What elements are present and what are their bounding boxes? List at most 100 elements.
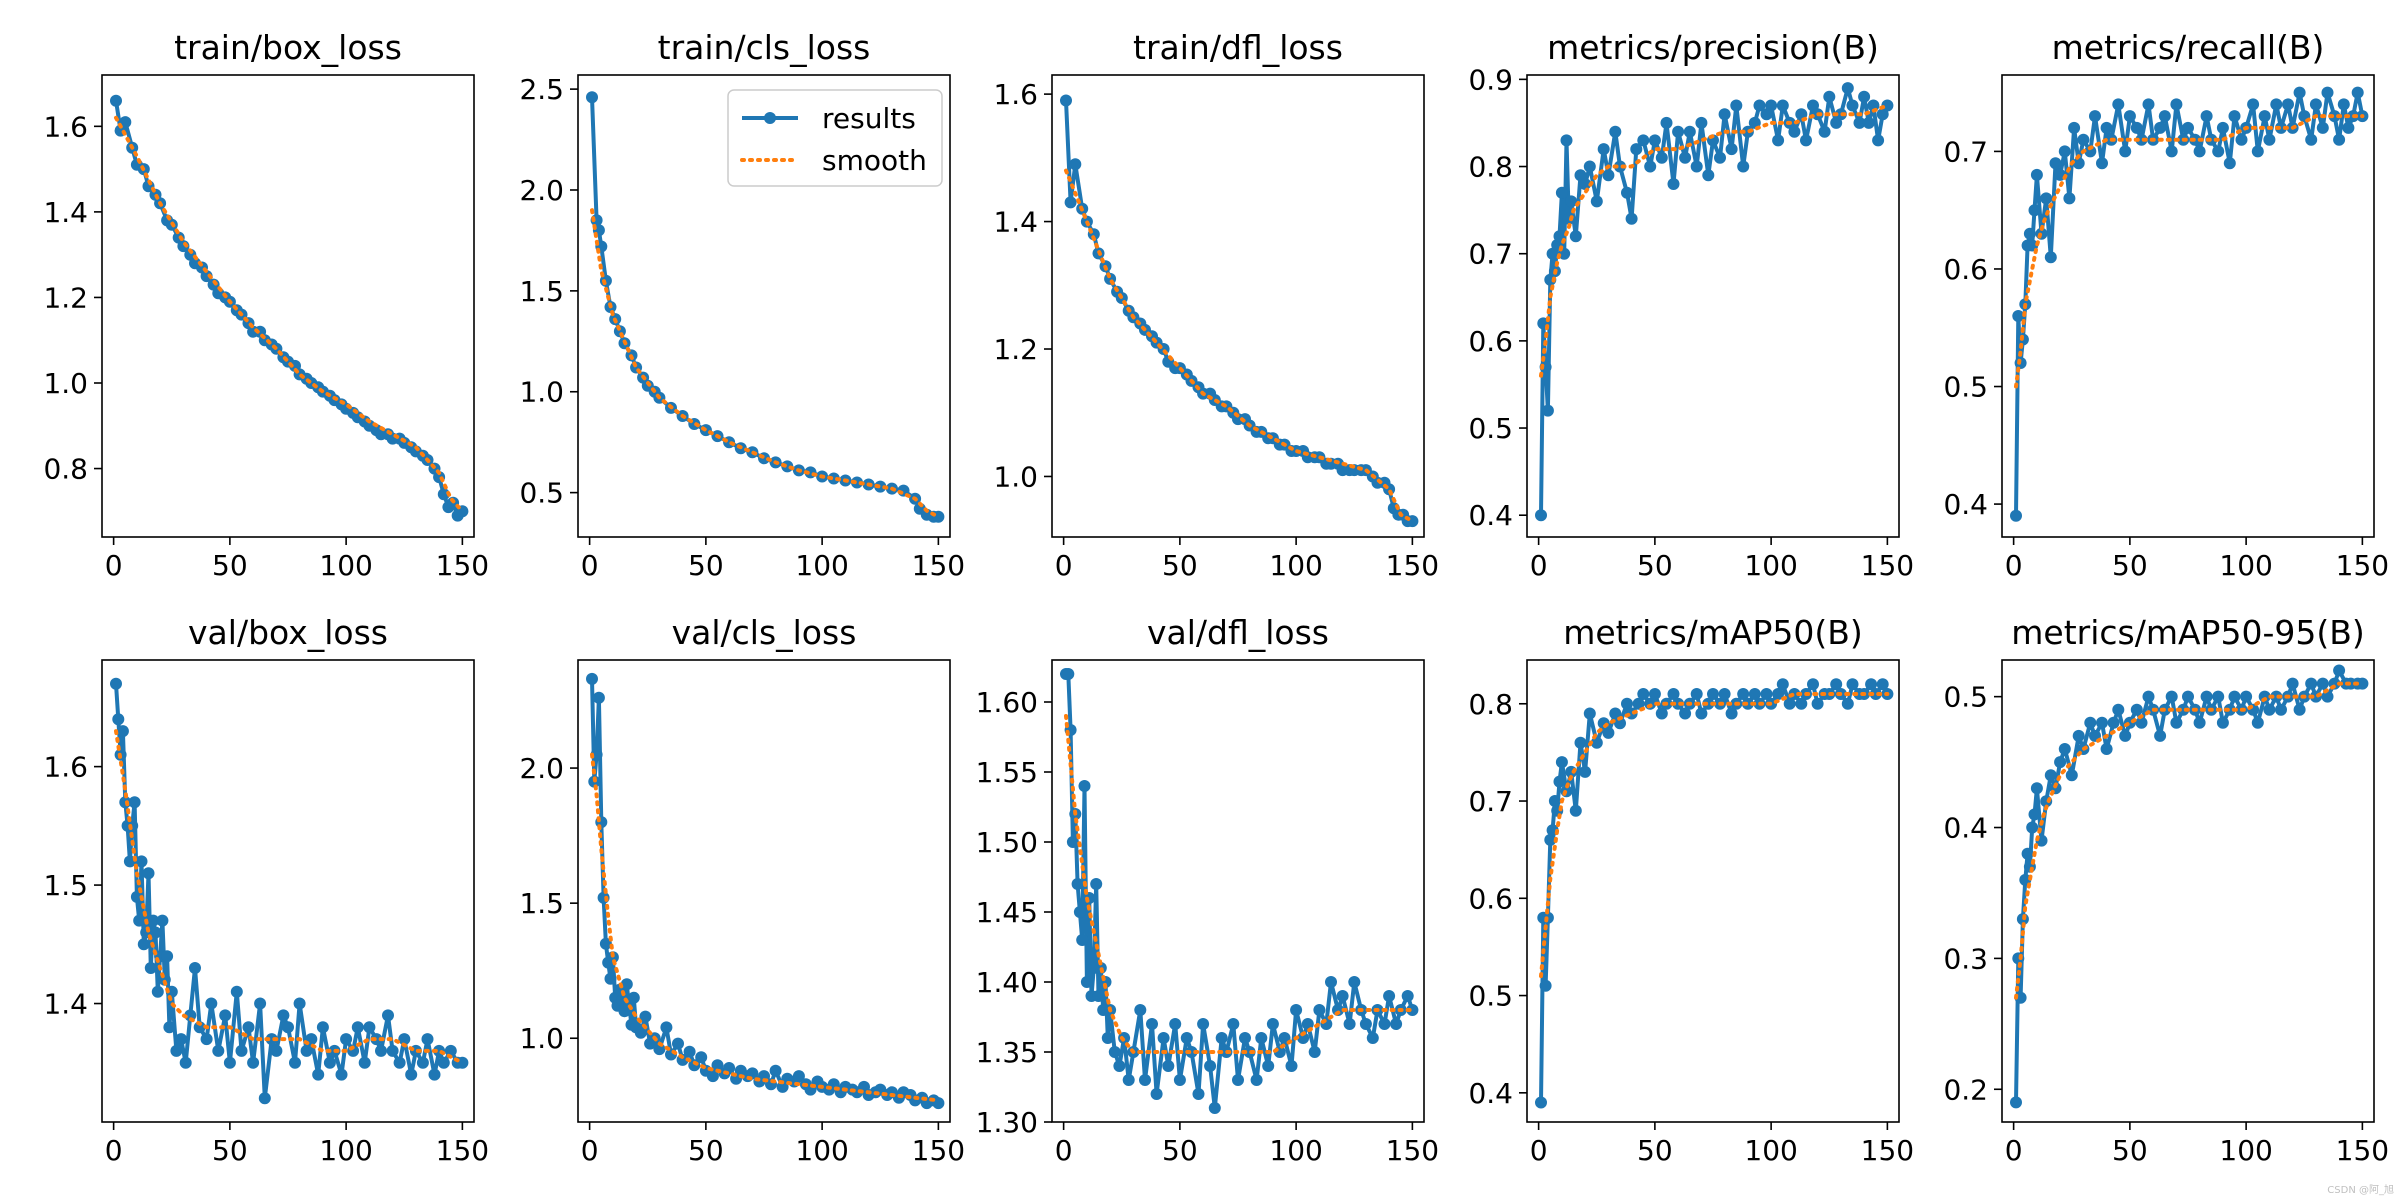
results-point [2193, 145, 2206, 158]
results-point [1707, 688, 1719, 700]
x-tick-label: 150 [1386, 549, 1439, 582]
results-point [1609, 125, 1622, 138]
results-point [2049, 157, 2062, 170]
results-point [2154, 729, 2167, 742]
results-point [1614, 717, 1626, 730]
results-point [827, 472, 840, 485]
results-point [1614, 160, 1626, 173]
y-tick-label: 0.5 [519, 477, 564, 510]
results-point [1776, 99, 1789, 112]
results-point [2228, 110, 2241, 123]
subplot-title: metrics/recall(B) [2052, 28, 2325, 67]
results-point [2316, 121, 2329, 134]
results-point [1800, 134, 1812, 147]
results-point [2170, 716, 2183, 729]
results-point [1702, 169, 1715, 182]
results-point [1748, 688, 1761, 700]
results-point [1865, 678, 1878, 691]
results-point [2077, 133, 2090, 146]
results-point [2119, 145, 2132, 158]
results-point [2356, 677, 2369, 690]
results-point [151, 985, 164, 998]
results-point [2010, 1096, 2022, 1109]
y-tick-label: 1.2 [43, 281, 88, 314]
results-point [1725, 143, 1738, 156]
results-point [1101, 1032, 1114, 1044]
results-point [1366, 1032, 1379, 1044]
results-point [2316, 677, 2329, 690]
results-point [627, 991, 640, 1004]
axes-frame [101, 659, 475, 1123]
results-point [2351, 86, 2364, 99]
results-point [110, 94, 122, 107]
legend-results-marker [764, 112, 776, 124]
results-point [2158, 110, 2171, 123]
results-point [2275, 703, 2287, 716]
results-point [386, 1044, 399, 1057]
smooth-line [1064, 168, 1415, 524]
results-point [1841, 697, 1854, 710]
y-tick-label: 1.6 [993, 78, 1038, 111]
results-point [2200, 690, 2213, 703]
results-point [300, 1044, 313, 1057]
results-point [2270, 690, 2283, 703]
results-point [1544, 833, 1557, 846]
results-point [1139, 1074, 1151, 1086]
y-tick-label: 1.6 [43, 751, 88, 784]
x-tick-label: 100 [1744, 1134, 1797, 1167]
results-point [1846, 99, 1859, 112]
results-point [2200, 110, 2213, 123]
results-point [1858, 90, 1871, 103]
results-line [1064, 100, 1413, 524]
results-point [2333, 664, 2346, 677]
results-point [277, 1009, 290, 1022]
y-tick-label: 0.7 [1943, 135, 1988, 168]
results-point [242, 1021, 255, 1034]
results-point [133, 914, 146, 927]
results-point [2193, 716, 2206, 729]
results-point [1064, 196, 1077, 209]
subplot-3: train/dfl_loss 0 50 100 150 1.0 1.2 1.4 1.6 [993, 28, 1439, 582]
y-tick-label: 0.7 [1468, 238, 1513, 271]
results-point [1590, 736, 1603, 749]
smooth-line [114, 115, 465, 514]
results-point [1325, 976, 1337, 988]
x-tick-label: 50 [1162, 1134, 1198, 1167]
results-point [1621, 697, 1633, 710]
results-point [1583, 160, 1596, 173]
results-point [706, 1070, 719, 1083]
results-point [1772, 688, 1785, 700]
x-tick-label: 50 [212, 1134, 248, 1167]
results-point [1553, 775, 1566, 788]
results-point [2072, 729, 2085, 742]
results-point [2342, 121, 2355, 134]
results-point [1630, 143, 1643, 156]
results-point [1830, 678, 1843, 691]
x-tick-label: 0 [1055, 549, 1073, 582]
results-point [393, 1056, 406, 1069]
results-point [2028, 204, 2041, 217]
y-tick-label: 0.4 [1943, 488, 1988, 521]
results-point [1660, 116, 1673, 129]
results-point [1560, 134, 1573, 147]
smooth-line [1539, 692, 1890, 979]
results-point [1632, 697, 1645, 710]
results-point [2240, 690, 2253, 703]
results-point [1823, 90, 1836, 103]
subplot-title: metrics/mAP50(B) [1563, 613, 1863, 652]
series-group [2010, 664, 2369, 1109]
results-point [2030, 168, 2043, 181]
y-tick-label: 0.5 [1468, 980, 1513, 1013]
results-point [2305, 133, 2318, 146]
x-tick-label: 0 [2005, 1134, 2023, 1167]
results-point [2142, 690, 2155, 703]
results-point [265, 1033, 278, 1046]
results-point [112, 713, 125, 726]
results-point [1737, 688, 1750, 700]
results-point [1535, 509, 1547, 522]
results-point [128, 796, 141, 809]
subplot-title: metrics/mAP50-95(B) [2011, 613, 2364, 652]
results-point [2089, 110, 2101, 123]
results-point [119, 116, 132, 129]
results-point [2305, 677, 2318, 690]
